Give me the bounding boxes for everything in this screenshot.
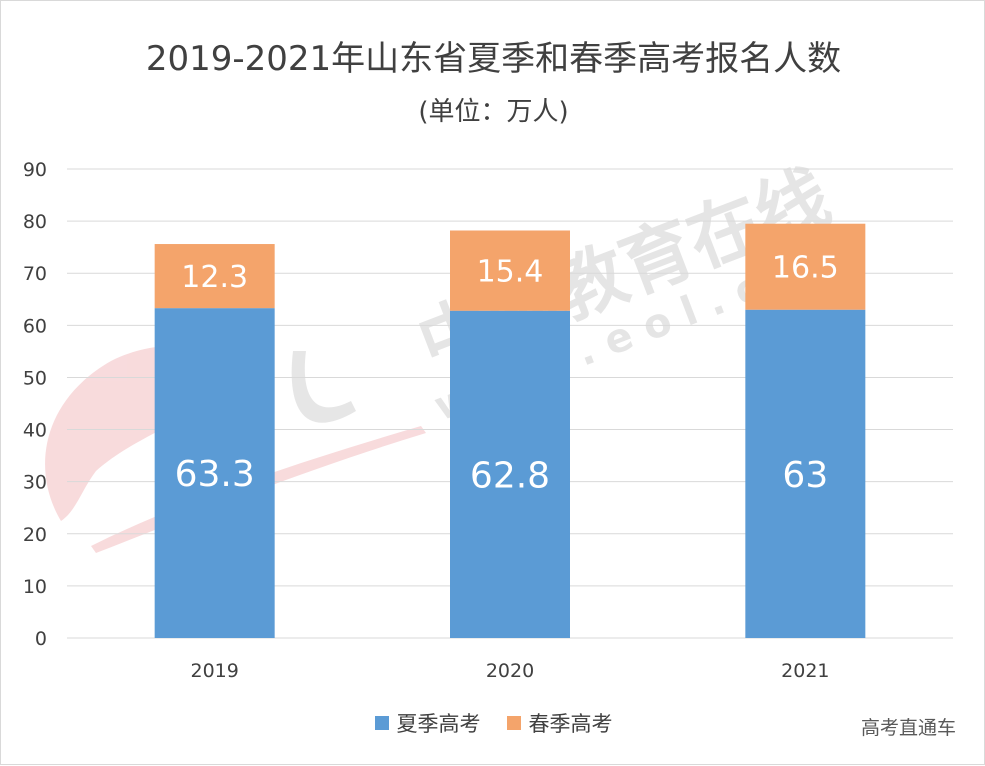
y-tick-label: 80 xyxy=(23,211,47,233)
data-label-summer-2021: 63 xyxy=(782,455,828,496)
source-note: 高考直通车 xyxy=(860,717,956,739)
legend-label-spring: 春季高考 xyxy=(528,712,613,736)
bar-summer-2021 xyxy=(745,309,866,638)
chart-title: 2019-2021年山东省夏季和春季高考报名人数 xyxy=(145,39,842,79)
legend-swatch-spring xyxy=(506,716,521,730)
bar-spring-2019 xyxy=(154,244,275,309)
chart-subtitle: (单位：万人) xyxy=(418,97,569,127)
data-labels: 63.3 12.3 62.8 15.4 63 16.5 xyxy=(175,251,839,497)
bar-spring-2021 xyxy=(745,223,866,310)
x-tick-label-2021: 2021 xyxy=(781,660,829,682)
legend-item-summer[interactable]: 夏季高考 xyxy=(374,708,481,738)
y-tick-label: 0 xyxy=(35,628,47,650)
y-tick-label: 70 xyxy=(23,263,47,285)
data-label-spring-2020: 15.4 xyxy=(477,255,544,290)
y-axis-ticks: 0 10 20 30 40 50 60 70 80 90 xyxy=(23,159,47,650)
data-label-spring-2021: 16.5 xyxy=(772,251,839,286)
data-label-summer-2019: 63.3 xyxy=(175,454,255,495)
legend-swatch-summer xyxy=(374,716,389,730)
data-label-summer-2020: 62.8 xyxy=(470,455,550,496)
y-tick-label: 60 xyxy=(23,315,47,337)
legend-item-spring[interactable]: 春季高考 xyxy=(506,708,613,738)
y-tick-label: 10 xyxy=(23,576,47,598)
bars xyxy=(154,223,866,638)
legend: 夏季高考 春季高考 xyxy=(1,708,985,738)
y-tick-label: 40 xyxy=(23,420,47,442)
legend-label-summer: 夏季高考 xyxy=(396,712,481,736)
bar-summer-2020 xyxy=(450,310,570,638)
x-tick-label-2020: 2020 xyxy=(486,660,534,682)
x-axis-ticks: 2019 2020 2021 xyxy=(190,660,829,682)
y-tick-label: 30 xyxy=(23,472,47,494)
x-tick-label-2019: 2019 xyxy=(190,660,238,682)
data-label-spring-2019: 12.3 xyxy=(181,260,248,295)
y-tick-label: 50 xyxy=(23,367,47,389)
y-tick-label: 90 xyxy=(23,159,47,181)
bar-spring-2020 xyxy=(450,230,570,311)
bar-summer-2019 xyxy=(154,308,275,638)
y-tick-label: 20 xyxy=(23,524,47,546)
